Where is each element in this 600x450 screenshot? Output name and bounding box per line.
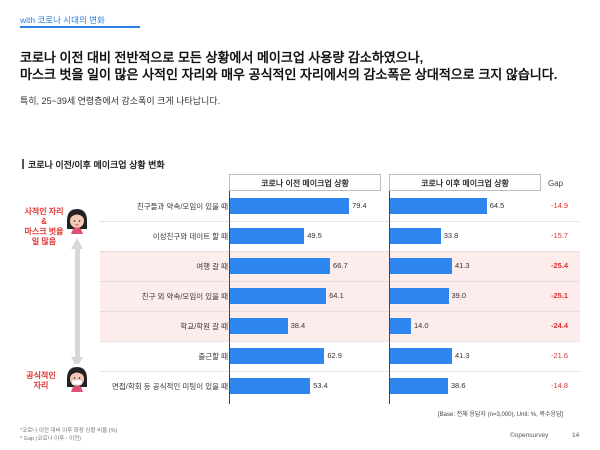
side-label-private-line: 일 많음: [31, 237, 57, 246]
gap-value: -24.4: [551, 321, 569, 330]
side-label-formal: 공식적인 자리: [20, 371, 62, 391]
side-label-private: 사적인 자리 & 마스크 벗을 일 많음: [20, 207, 68, 247]
bar-value-before: 38.4: [290, 321, 306, 330]
axis-line-before: [229, 191, 230, 404]
row-divider: [100, 221, 580, 222]
bar-after: [390, 378, 448, 394]
bar-value-after: 41.3: [454, 261, 470, 270]
category-label: 면접/학회 등 공식적인 미팅이 있을 때: [111, 382, 228, 391]
row-divider: [100, 341, 580, 342]
bar-value-after: 64.5: [489, 201, 505, 210]
row-divider: [100, 311, 580, 312]
chart-title: 코로나 이전/이후 메이크업 상황 변화: [22, 158, 165, 171]
headline-line-1: 코로나 이전 대비 전반적으로 모든 상황에서 메이크업 사용량 감소하였으나,: [20, 50, 424, 65]
bar-before: [230, 288, 327, 304]
headline: 코로나 이전 대비 전반적으로 모든 상황에서 메이크업 사용량 감소하였으나,…: [20, 49, 557, 83]
chart-title-marker: [22, 159, 24, 169]
gap-value: -21.6: [551, 351, 569, 360]
side-label-private-line: &: [41, 217, 47, 226]
bar-value-after: 41.3: [454, 351, 470, 360]
subline: 특히, 25~39세 연령층에서 감소폭이 크게 나타납니다.: [20, 96, 221, 106]
brand-logo: ©opensurvey: [510, 432, 549, 439]
bar-after: [390, 198, 487, 214]
gap-value: -14.8: [551, 381, 569, 390]
bar-before: [230, 318, 288, 334]
footnote: *코로나 이전 대비 이후 화장 상황 비율 (%): [20, 428, 118, 434]
bar-value-before: 49.5: [307, 231, 322, 240]
category-label: 학교/학원 갈 때: [180, 322, 228, 331]
gap-header: Gap: [548, 179, 564, 188]
bar-before: [230, 258, 331, 274]
bar-after: [390, 288, 449, 304]
axis-line-after: [389, 191, 390, 404]
bar-after: [390, 318, 411, 334]
row-divider: [100, 251, 580, 252]
bar-before: [230, 348, 325, 364]
page-number: 14: [572, 432, 580, 439]
row-divider: [100, 281, 580, 282]
series-header-after: 코로나 이후 메이크업 상황: [389, 174, 541, 191]
gap-value: -25.4: [551, 261, 569, 270]
category-label: 여행 갈 때: [196, 262, 228, 271]
bar-after: [390, 258, 452, 274]
bar-after: [390, 228, 441, 244]
woman-masked-icon: [63, 364, 91, 392]
category-label: 친구 외 약속/모임이 있을 때: [141, 292, 228, 301]
base-note: [Base: 전체 응답자 (n=3,000), Unit: %, 복수응답]: [438, 412, 564, 418]
category-label: 출근할 때: [198, 352, 228, 361]
bar-value-before: 66.7: [333, 261, 348, 270]
bar-value-after: 39.0: [451, 291, 467, 300]
bar-value-after: 33.8: [443, 231, 459, 240]
gap-value: -14.9: [551, 201, 569, 210]
category-label: 친구들과 약속/모임이 있을 때: [136, 202, 228, 211]
chart-title-text: 코로나 이전/이후 메이크업 상황 변화: [28, 160, 165, 170]
section-tag: with 코로나 시대의 변화: [20, 15, 105, 25]
arrow-up-icon: [71, 238, 83, 249]
arrow-shaft: [75, 248, 80, 358]
side-label-private-line: 사적인 자리: [24, 207, 64, 216]
bar-value-before: 53.4: [313, 381, 328, 390]
bar-value-before: 64.1: [329, 291, 344, 300]
highlight-band: [100, 251, 580, 341]
section-tag-underline: [20, 26, 140, 28]
category-label: 이성친구와 데이트 할 때: [152, 232, 228, 241]
bar-before: [230, 228, 305, 244]
arrow-down-icon: [71, 357, 83, 368]
gap-value: -25.1: [551, 291, 569, 300]
bar-before: [230, 198, 350, 214]
series-header-before: 코로나 이전 메이크업 상황: [229, 174, 381, 191]
bar-value-before: 79.4: [352, 201, 367, 210]
bar-value-after: 38.6: [450, 381, 466, 390]
headline-line-2: 마스크 벗을 일이 많은 사적인 자리와 매우 공식적인 자리에서의 감소폭은 …: [20, 67, 558, 82]
bar-before: [230, 378, 311, 394]
side-label-formal-line: 자리: [33, 381, 49, 390]
bar-value-after: 14.0: [414, 321, 429, 330]
bar-value-before: 62.9: [327, 351, 342, 360]
row-divider: [100, 371, 580, 372]
woman-unmasked-icon: [63, 206, 91, 234]
footnote: * Gap (코로나 이후 - 이전): [20, 436, 82, 442]
side-label-private-line: 마스크 벗을: [24, 227, 64, 236]
gap-value: -15.7: [551, 231, 569, 240]
side-label-formal-line: 공식적인: [26, 371, 56, 380]
bar-after: [390, 348, 452, 364]
